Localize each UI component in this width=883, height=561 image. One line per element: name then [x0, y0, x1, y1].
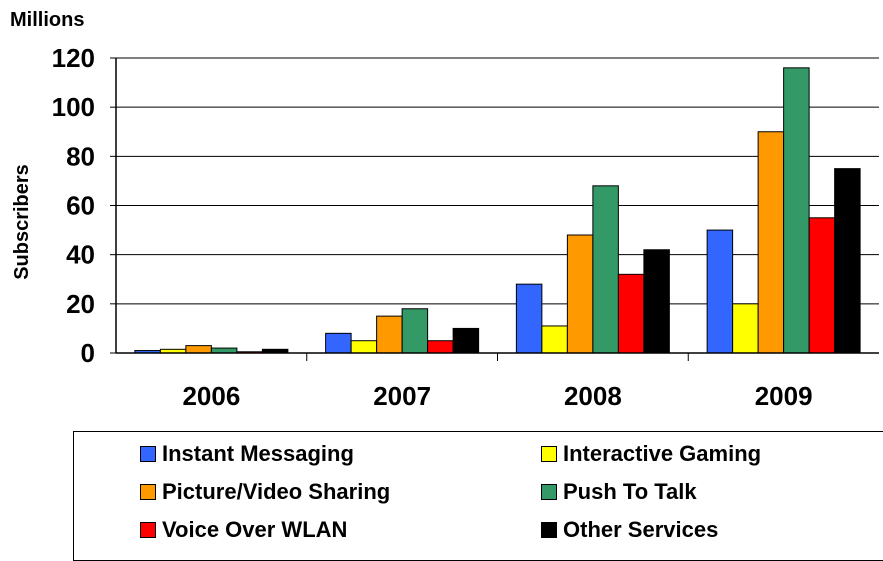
x-tick-label: 2008	[564, 381, 622, 411]
bar	[567, 235, 593, 353]
y-axis-label: Subscribers	[11, 164, 33, 280]
bar	[453, 328, 479, 353]
unit-label: Millions	[10, 9, 84, 31]
legend-item-picture-video-sharing: Picture/Video Sharing	[140, 479, 390, 505]
legend-item-voice-over-wlan: Voice Over WLAN	[140, 517, 347, 543]
bar	[186, 346, 212, 353]
legend-item-interactive-gaming: Interactive Gaming	[541, 441, 761, 467]
y-tick-label: 100	[52, 92, 95, 122]
bar	[733, 304, 759, 353]
x-tick-label: 2007	[373, 381, 431, 411]
bar	[835, 169, 861, 353]
bar	[593, 186, 619, 353]
legend-swatch	[541, 522, 557, 538]
bars	[135, 68, 860, 353]
y-tick-label: 0	[81, 338, 95, 368]
bar	[351, 341, 377, 353]
y-tick-label: 80	[66, 141, 95, 171]
bar	[402, 309, 428, 353]
y-tick-label: 40	[66, 240, 95, 270]
bar-chart-svg: Millions Subscribers 0 20 40 60 80 100 120 2006…	[0, 0, 883, 430]
y-tick-label: 20	[66, 289, 95, 319]
legend-item-push-to-talk: Push To Talk	[541, 479, 697, 505]
legend-label: Push To Talk	[563, 479, 697, 505]
axes: 0 20 40 60 80 100 120 2006 2007 2008 2009	[52, 43, 879, 411]
chart: Millions Subscribers 0 20 40 60 80 100 120 2006…	[0, 0, 883, 543]
bar	[516, 284, 542, 353]
bar	[784, 68, 810, 353]
bar	[707, 230, 733, 353]
bar	[758, 132, 784, 353]
legend-swatch	[140, 446, 156, 462]
bar	[542, 326, 568, 353]
bar	[326, 333, 352, 353]
bar	[377, 316, 403, 353]
legend-label: Voice Over WLAN	[162, 517, 347, 543]
bar	[428, 341, 454, 353]
x-tick-label: 2006	[182, 381, 240, 411]
bar	[618, 274, 644, 353]
legend-swatch	[140, 522, 156, 538]
bar	[809, 218, 835, 353]
y-tick-label: 120	[52, 43, 95, 73]
legend-item-instant-messaging: Instant Messaging	[140, 441, 354, 467]
legend-swatch	[541, 446, 557, 462]
legend-swatch	[541, 484, 557, 500]
bar	[644, 250, 670, 353]
x-tick-label: 2009	[755, 381, 813, 411]
legend-item-other-services: Other Services	[541, 517, 718, 543]
legend-label: Other Services	[563, 517, 718, 543]
legend-label: Interactive Gaming	[563, 441, 761, 467]
legend-label: Picture/Video Sharing	[162, 479, 390, 505]
y-tick-label: 60	[66, 191, 95, 221]
legend-swatch	[140, 484, 156, 500]
legend: Instant Messaging Interactive Gaming Pic…	[73, 431, 883, 561]
legend-label: Instant Messaging	[162, 441, 354, 467]
